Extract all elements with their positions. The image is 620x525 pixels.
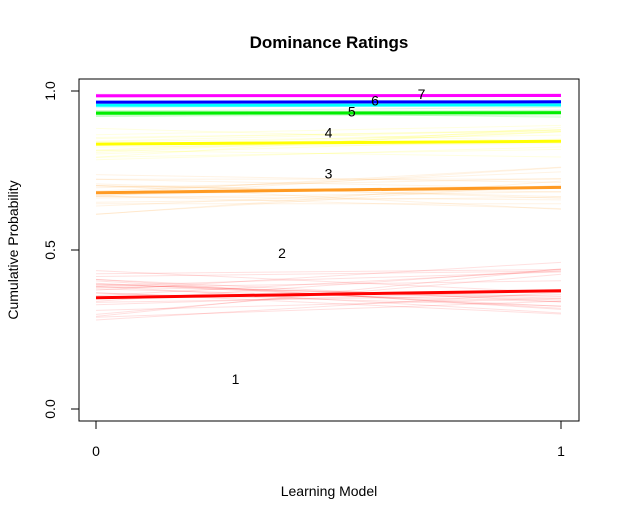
x-tick-label: 1 <box>557 443 565 459</box>
y-axis: 0.0 0.5 1.0 <box>42 81 79 419</box>
y-axis-label: Cumulative Probability <box>5 180 21 319</box>
category-label-3: 3 <box>325 166 333 182</box>
y-tick-label: 0.0 <box>42 399 58 419</box>
category-label-1: 1 <box>232 371 240 387</box>
category-label-6: 6 <box>371 93 379 109</box>
series-line-4 <box>96 113 561 114</box>
category-label-2: 2 <box>278 245 286 261</box>
category-label-4: 4 <box>325 124 333 140</box>
y-tick-label: 1.0 <box>42 81 58 101</box>
chart-title: Dominance Ratings <box>250 33 409 52</box>
category-label-7: 7 <box>418 86 426 102</box>
y-tick-label: 0.5 <box>42 240 58 260</box>
x-tick-label: 0 <box>92 443 100 459</box>
category-label-5: 5 <box>348 104 356 120</box>
x-axis-label: Learning Model <box>281 483 378 499</box>
